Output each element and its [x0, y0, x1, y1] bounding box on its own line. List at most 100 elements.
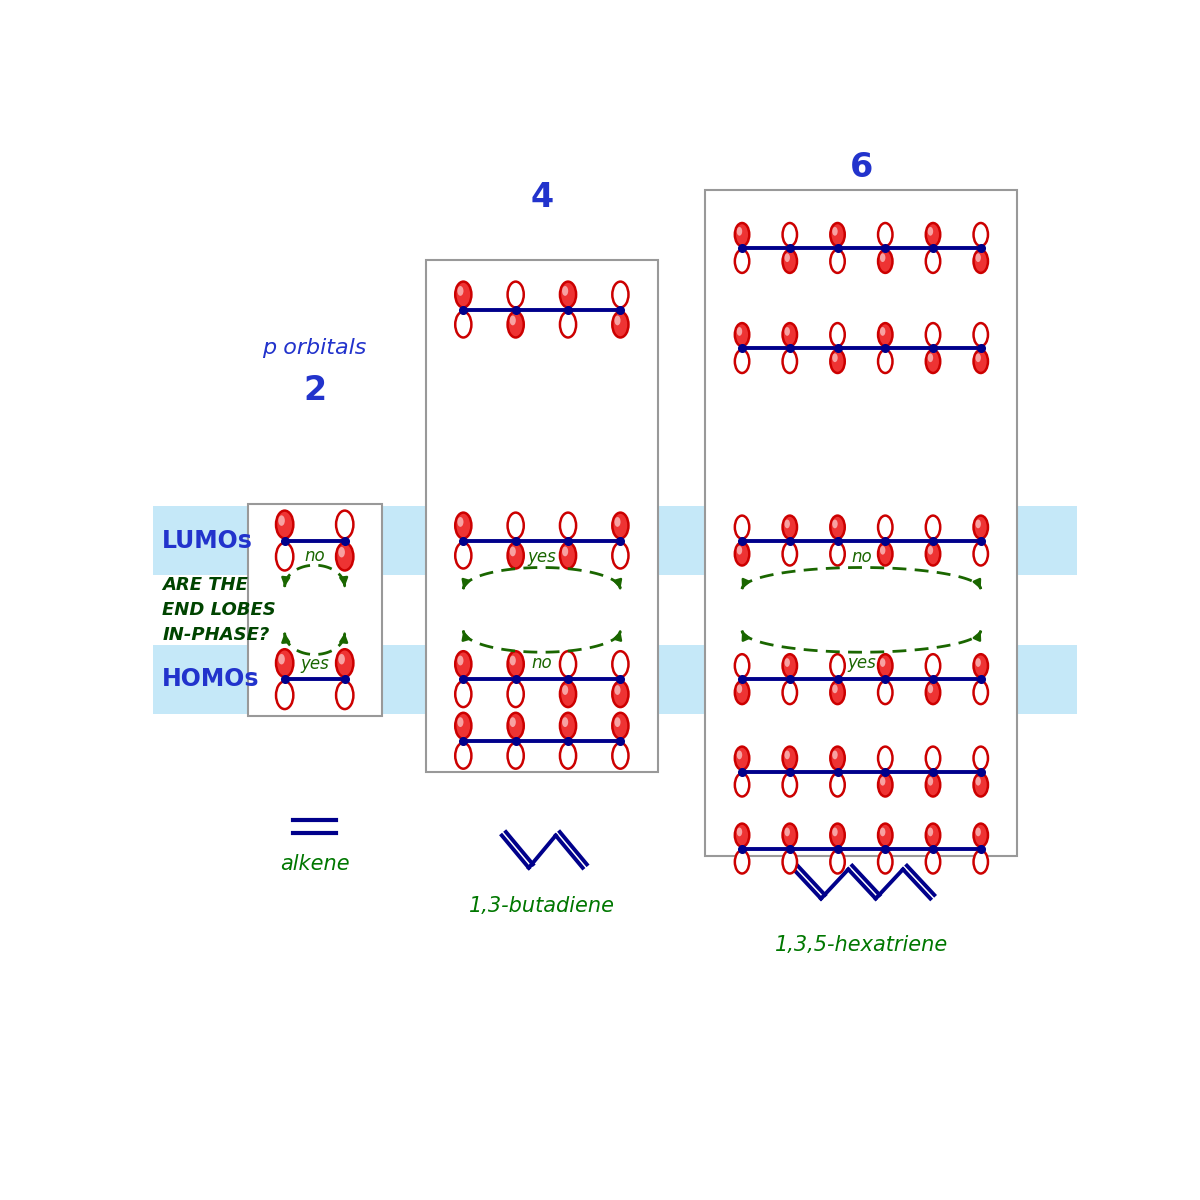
- Ellipse shape: [878, 516, 893, 539]
- Ellipse shape: [562, 286, 568, 296]
- Ellipse shape: [457, 517, 463, 527]
- Text: no: no: [305, 547, 325, 565]
- Ellipse shape: [973, 654, 988, 677]
- Ellipse shape: [925, 323, 941, 347]
- Ellipse shape: [880, 658, 886, 667]
- Text: 6: 6: [850, 151, 874, 184]
- Ellipse shape: [508, 542, 523, 569]
- Ellipse shape: [928, 353, 934, 362]
- Ellipse shape: [928, 227, 934, 235]
- Ellipse shape: [880, 828, 886, 836]
- Ellipse shape: [782, 773, 797, 797]
- Text: 1,3,5-hexatriene: 1,3,5-hexatriene: [775, 935, 948, 955]
- Ellipse shape: [830, 223, 845, 246]
- Ellipse shape: [276, 649, 293, 677]
- Ellipse shape: [455, 743, 472, 769]
- Ellipse shape: [278, 515, 284, 526]
- Ellipse shape: [925, 746, 941, 769]
- Ellipse shape: [560, 542, 576, 569]
- Ellipse shape: [973, 323, 988, 347]
- Ellipse shape: [830, 773, 845, 797]
- Ellipse shape: [976, 828, 980, 836]
- Ellipse shape: [734, 323, 749, 347]
- Text: no: no: [851, 547, 871, 565]
- Ellipse shape: [734, 516, 749, 539]
- Ellipse shape: [614, 685, 620, 695]
- Ellipse shape: [737, 227, 742, 235]
- Ellipse shape: [782, 851, 797, 874]
- Ellipse shape: [928, 684, 934, 694]
- Ellipse shape: [737, 328, 742, 336]
- Ellipse shape: [878, 823, 893, 847]
- Ellipse shape: [455, 282, 472, 307]
- Ellipse shape: [925, 773, 941, 797]
- Ellipse shape: [614, 517, 620, 527]
- Ellipse shape: [830, 823, 845, 847]
- Ellipse shape: [976, 353, 980, 362]
- Ellipse shape: [925, 851, 941, 874]
- Bar: [426, 259, 658, 772]
- Ellipse shape: [830, 654, 845, 677]
- Ellipse shape: [457, 718, 463, 727]
- Ellipse shape: [612, 282, 629, 307]
- Text: alkene: alkene: [280, 854, 349, 874]
- Ellipse shape: [734, 773, 749, 797]
- Text: no: no: [532, 654, 552, 672]
- Ellipse shape: [734, 223, 749, 246]
- Ellipse shape: [455, 682, 472, 707]
- Ellipse shape: [830, 323, 845, 347]
- Ellipse shape: [878, 250, 893, 272]
- Ellipse shape: [785, 750, 790, 760]
- Ellipse shape: [276, 542, 293, 570]
- Bar: [247, 504, 382, 716]
- Ellipse shape: [612, 312, 629, 337]
- Ellipse shape: [880, 328, 886, 336]
- Ellipse shape: [508, 312, 523, 337]
- Ellipse shape: [782, 823, 797, 847]
- Ellipse shape: [510, 655, 516, 666]
- Ellipse shape: [830, 350, 845, 373]
- Ellipse shape: [973, 223, 988, 246]
- Ellipse shape: [976, 658, 980, 667]
- Ellipse shape: [830, 250, 845, 272]
- Ellipse shape: [925, 654, 941, 677]
- Ellipse shape: [734, 654, 749, 677]
- Text: yes: yes: [528, 547, 557, 565]
- Ellipse shape: [612, 682, 629, 707]
- Ellipse shape: [832, 227, 838, 235]
- Ellipse shape: [560, 713, 576, 739]
- Ellipse shape: [878, 350, 893, 373]
- Ellipse shape: [612, 512, 629, 539]
- Ellipse shape: [878, 746, 893, 769]
- Ellipse shape: [336, 682, 353, 709]
- Ellipse shape: [782, 516, 797, 539]
- Ellipse shape: [925, 823, 941, 847]
- Ellipse shape: [734, 350, 749, 373]
- Ellipse shape: [560, 743, 576, 769]
- Ellipse shape: [880, 776, 886, 786]
- Ellipse shape: [925, 250, 941, 272]
- Text: p orbitals: p orbitals: [263, 338, 367, 358]
- Ellipse shape: [782, 680, 797, 704]
- Ellipse shape: [734, 680, 749, 704]
- Ellipse shape: [832, 684, 838, 694]
- Ellipse shape: [973, 746, 988, 769]
- Ellipse shape: [782, 350, 797, 373]
- Bar: [706, 190, 1018, 857]
- Ellipse shape: [276, 682, 293, 709]
- Text: LUMOs: LUMOs: [162, 528, 253, 552]
- Ellipse shape: [782, 746, 797, 769]
- Ellipse shape: [973, 773, 988, 797]
- Text: 4: 4: [530, 181, 553, 215]
- Ellipse shape: [782, 323, 797, 347]
- Ellipse shape: [562, 685, 568, 695]
- Ellipse shape: [878, 680, 893, 704]
- Ellipse shape: [832, 828, 838, 836]
- Ellipse shape: [508, 743, 523, 769]
- Ellipse shape: [737, 684, 742, 694]
- Ellipse shape: [832, 750, 838, 760]
- Ellipse shape: [612, 713, 629, 739]
- Ellipse shape: [830, 542, 845, 565]
- Ellipse shape: [562, 546, 568, 557]
- Bar: [154, 506, 1078, 575]
